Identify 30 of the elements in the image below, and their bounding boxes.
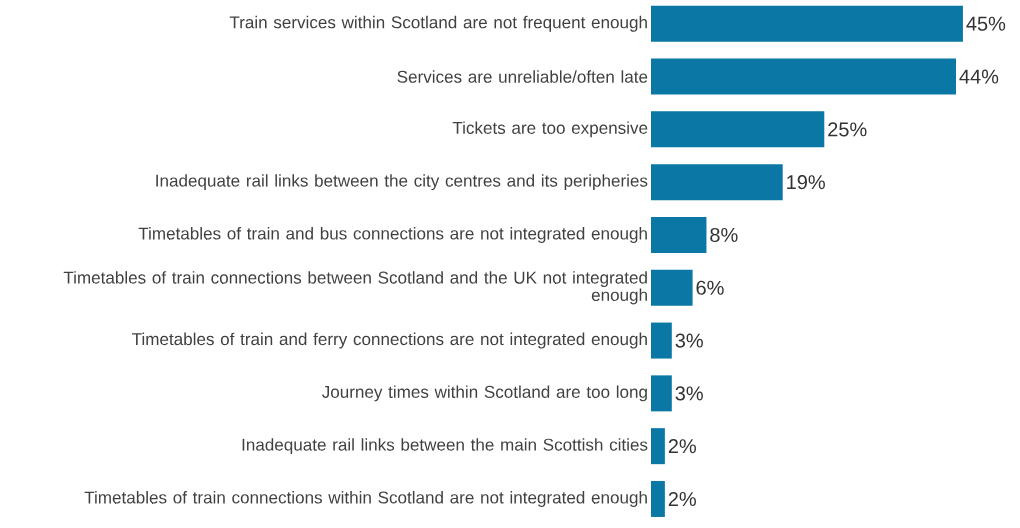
- y-tick-label: Timetables of train connections between Scotland and the UK not integrated enough: [63, 271, 647, 305]
- data-label: 2%: [668, 439, 696, 454]
- bar: [651, 428, 665, 465]
- data-label: 8%: [710, 227, 738, 243]
- y-tick-label: Journey times within Scotland are too long: [322, 385, 647, 402]
- bar: [651, 164, 783, 201]
- y-tick-label: Timetables of train connections within Scotland are not integrated enough: [84, 491, 647, 507]
- data-label: 44%: [959, 69, 999, 84]
- y-tick-label: Train services within Scotland are not frequent enough: [229, 15, 647, 32]
- y-tick-label: Tickets are too expensive: [452, 121, 648, 138]
- y-tick-label: Services are unreliable/often late: [397, 70, 648, 83]
- y-tick-label: Timetables of train and ferry connections are not integrated enough: [132, 332, 647, 349]
- data-label: 19%: [787, 175, 825, 190]
- data-label: 3%: [675, 333, 703, 348]
- y-tick-label: Inadequate rail links between the city centres and its peripheries: [156, 174, 648, 191]
- y-tick-label: Timetables of train and bus connections are not integrated enough: [138, 227, 647, 243]
- y-tick-label: Inadequate rail links between the main Scottish cities: [242, 438, 648, 455]
- bar: [651, 480, 665, 517]
- data-label: 3%: [675, 386, 703, 401]
- bar: [651, 269, 693, 306]
- bar: [651, 322, 672, 359]
- data-label: 6%: [696, 280, 724, 295]
- data-label: 45%: [966, 16, 1006, 31]
- bar: [651, 58, 956, 95]
- data-label: 2%: [668, 491, 696, 507]
- bar: [651, 111, 825, 148]
- bar: [651, 216, 707, 253]
- data-label: 25%: [828, 122, 867, 137]
- bar: [651, 5, 963, 42]
- bar: [651, 375, 672, 412]
